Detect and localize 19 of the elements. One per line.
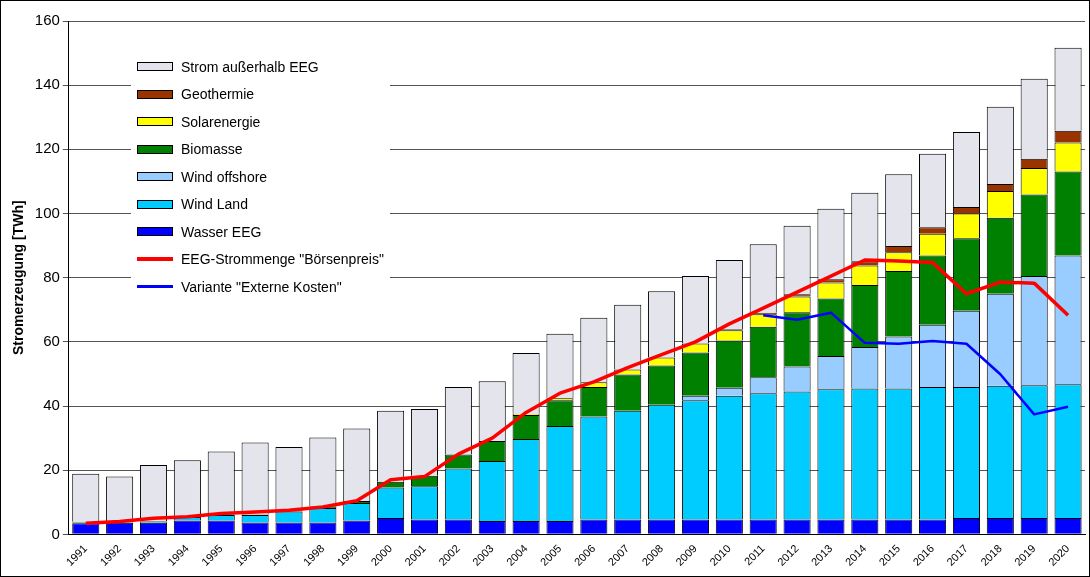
y-tick-label: 0 xyxy=(51,524,60,542)
legend-label: Geothermie xyxy=(181,86,255,103)
y-tick-label: 20 xyxy=(43,460,60,478)
y-tick-label: 100 xyxy=(34,203,60,221)
legend-label: Solarenergie xyxy=(181,113,261,130)
legend-label: EEG-Strommenge "Börsenpreis" xyxy=(181,251,384,268)
y-tick-label: 120 xyxy=(34,139,60,157)
y-tick-label: 160 xyxy=(34,11,60,29)
legend-label: Wasser EEG xyxy=(181,223,262,240)
y-tick-label: 60 xyxy=(43,331,60,349)
y-tick-label: 140 xyxy=(34,75,60,93)
y-tick-label: 80 xyxy=(43,267,60,285)
legend-label: Strom außerhalb EEG xyxy=(181,58,319,75)
y-axis-title: Stromerzeugung [TWh] xyxy=(10,200,27,356)
legend-label: Variante "Externe Kosten" xyxy=(181,278,342,295)
y-tick-label: 40 xyxy=(43,396,60,414)
legend-label: Wind Land xyxy=(181,196,248,213)
legend-label: Biomasse xyxy=(181,141,243,158)
legend-label: Wind offshore xyxy=(181,168,268,185)
